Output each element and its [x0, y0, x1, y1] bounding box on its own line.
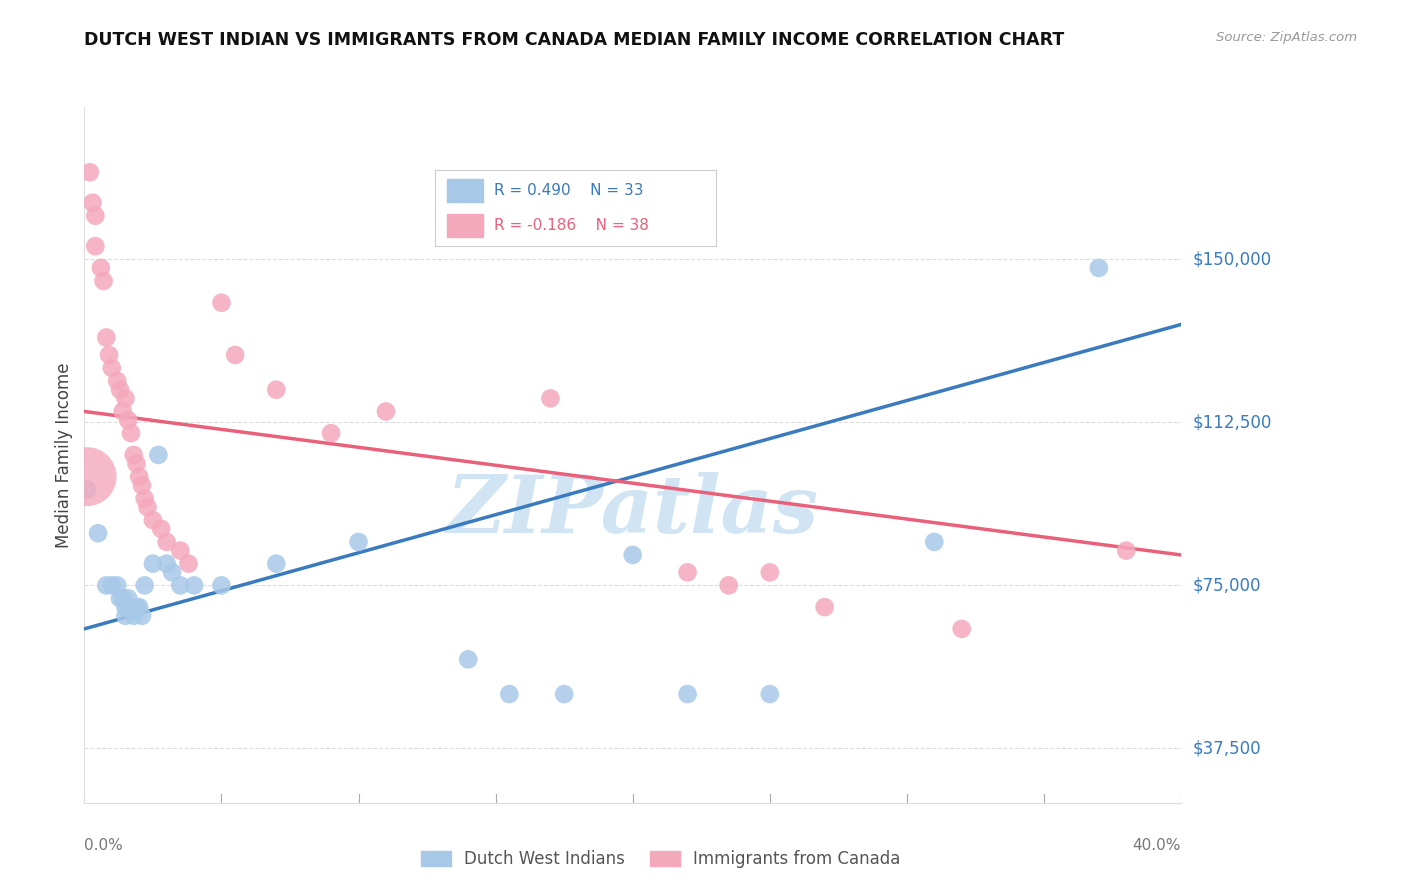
Point — [101, 361, 124, 376]
Point — [128, 600, 150, 615]
Bar — [447, 214, 484, 237]
Point — [120, 600, 142, 615]
Y-axis label: Median Family Income: Median Family Income — [55, 362, 73, 548]
Point — [125, 457, 148, 471]
Point — [93, 274, 115, 288]
Text: $112,500: $112,500 — [1192, 413, 1271, 432]
Point — [82, 195, 104, 210]
Point — [122, 448, 145, 462]
Point — [950, 622, 973, 636]
Text: $75,000: $75,000 — [1192, 576, 1261, 594]
Point — [105, 578, 128, 592]
Point — [90, 260, 112, 275]
Point — [211, 295, 233, 310]
Point — [111, 591, 134, 606]
Legend: Dutch West Indians, Immigrants from Canada: Dutch West Indians, Immigrants from Cana… — [415, 844, 907, 875]
Point — [76, 483, 98, 497]
Point — [156, 557, 179, 571]
Point — [96, 330, 118, 344]
Text: Source: ZipAtlas.com: Source: ZipAtlas.com — [1216, 31, 1357, 45]
Point — [160, 566, 183, 580]
Point — [128, 469, 150, 483]
Point — [1088, 260, 1111, 275]
Point — [183, 578, 205, 592]
Point — [122, 608, 145, 623]
Point — [142, 557, 165, 571]
Point — [759, 687, 782, 701]
Text: 40.0%: 40.0% — [1133, 838, 1181, 853]
Point — [457, 652, 479, 666]
Point — [76, 469, 98, 483]
Point — [924, 534, 946, 549]
Point — [125, 600, 148, 615]
Point — [148, 448, 170, 462]
Point — [84, 209, 107, 223]
Point — [169, 543, 191, 558]
Point — [136, 500, 159, 514]
Point — [717, 578, 740, 592]
Point — [87, 526, 110, 541]
Text: ZIPatlas: ZIPatlas — [447, 472, 818, 549]
Point — [169, 578, 191, 592]
Point — [134, 578, 156, 592]
Point — [105, 374, 128, 388]
Point — [814, 600, 837, 615]
Point — [621, 548, 644, 562]
Point — [266, 383, 288, 397]
Point — [131, 478, 153, 492]
Point — [114, 392, 136, 406]
Point — [108, 383, 131, 397]
Point — [131, 608, 153, 623]
Point — [98, 348, 121, 362]
Point — [134, 491, 156, 506]
Point — [150, 522, 173, 536]
Point — [347, 534, 370, 549]
Point — [79, 165, 101, 179]
Point — [211, 578, 233, 592]
Point — [177, 557, 200, 571]
Text: $37,500: $37,500 — [1192, 739, 1261, 757]
Text: DUTCH WEST INDIAN VS IMMIGRANTS FROM CANADA MEDIAN FAMILY INCOME CORRELATION CHA: DUTCH WEST INDIAN VS IMMIGRANTS FROM CAN… — [84, 31, 1064, 49]
Point — [120, 426, 142, 441]
Text: R = 0.490    N = 33: R = 0.490 N = 33 — [495, 184, 644, 198]
Point — [114, 600, 136, 615]
Point — [553, 687, 575, 701]
Point — [84, 239, 107, 253]
Point — [1115, 543, 1137, 558]
Point — [156, 534, 179, 549]
Point — [676, 566, 699, 580]
Point — [96, 578, 118, 592]
Point — [540, 392, 562, 406]
Text: R = -0.186    N = 38: R = -0.186 N = 38 — [495, 219, 650, 233]
Point — [676, 687, 699, 701]
Point — [321, 426, 343, 441]
Point — [101, 578, 124, 592]
Point — [224, 348, 246, 362]
Point — [375, 404, 398, 418]
Point — [117, 591, 139, 606]
Point — [266, 557, 288, 571]
Point — [117, 413, 139, 427]
Text: 0.0%: 0.0% — [84, 838, 124, 853]
Point — [759, 566, 782, 580]
Bar — [447, 179, 484, 202]
Point — [114, 608, 136, 623]
Text: $150,000: $150,000 — [1192, 251, 1271, 268]
Point — [108, 591, 131, 606]
Point — [142, 513, 165, 527]
Point — [111, 404, 134, 418]
Point — [498, 687, 520, 701]
